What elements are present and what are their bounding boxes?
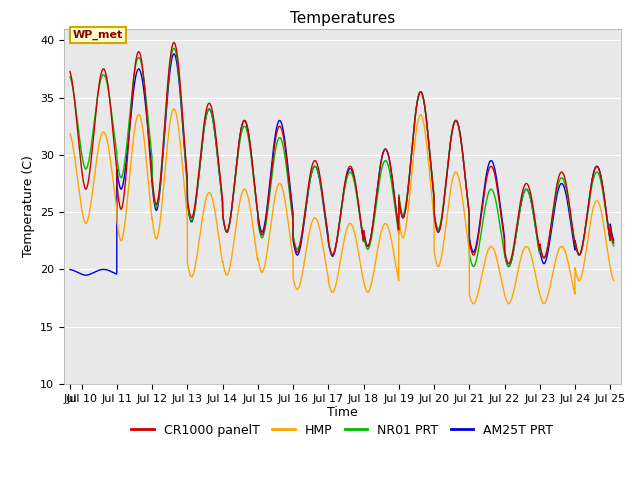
NR01 PRT — [170, 46, 178, 51]
AM25T PRT — [513, 224, 521, 230]
HMP — [392, 264, 400, 270]
AM25T PRT — [472, 243, 480, 249]
AM25T PRT — [165, 78, 173, 84]
X-axis label: Time: Time — [327, 407, 358, 420]
CR1000 panelT — [513, 220, 521, 226]
CR1000 panelT — [165, 69, 173, 75]
NR01 PRT — [420, 97, 428, 103]
NR01 PRT — [610, 243, 618, 249]
AM25T PRT — [420, 98, 428, 104]
HMP — [513, 272, 521, 277]
NR01 PRT — [472, 259, 480, 264]
NR01 PRT — [66, 74, 74, 80]
HMP — [420, 120, 428, 126]
AM25T PRT — [66, 267, 74, 273]
NR01 PRT — [470, 264, 477, 269]
Line: CR1000 panelT: CR1000 panelT — [70, 43, 614, 264]
AM25T PRT — [170, 51, 178, 57]
NR01 PRT — [274, 137, 282, 143]
HMP — [274, 183, 282, 189]
HMP — [165, 130, 173, 135]
CR1000 panelT — [420, 97, 428, 103]
CR1000 panelT — [610, 240, 618, 246]
HMP — [170, 106, 178, 112]
CR1000 panelT — [392, 208, 400, 214]
CR1000 panelT — [505, 261, 513, 266]
Line: NR01 PRT: NR01 PRT — [70, 48, 614, 266]
AM25T PRT — [274, 120, 282, 126]
CR1000 panelT — [274, 126, 282, 132]
Y-axis label: Temperature (C): Temperature (C) — [22, 156, 35, 257]
AM25T PRT — [610, 237, 618, 243]
NR01 PRT — [513, 224, 521, 230]
AM25T PRT — [82, 272, 90, 278]
CR1000 panelT — [66, 69, 74, 74]
NR01 PRT — [392, 214, 400, 220]
Legend: CR1000 panelT, HMP, NR01 PRT, AM25T PRT: CR1000 panelT, HMP, NR01 PRT, AM25T PRT — [126, 419, 559, 442]
Line: HMP: HMP — [70, 109, 614, 304]
HMP — [472, 297, 480, 303]
CR1000 panelT — [170, 40, 178, 46]
CR1000 panelT — [472, 247, 479, 253]
NR01 PRT — [165, 74, 173, 80]
Text: WP_met: WP_met — [73, 30, 123, 40]
Title: Temperatures: Temperatures — [290, 11, 395, 26]
HMP — [66, 131, 74, 137]
AM25T PRT — [392, 209, 400, 215]
HMP — [470, 301, 477, 307]
HMP — [610, 277, 618, 283]
Line: AM25T PRT: AM25T PRT — [70, 54, 614, 275]
